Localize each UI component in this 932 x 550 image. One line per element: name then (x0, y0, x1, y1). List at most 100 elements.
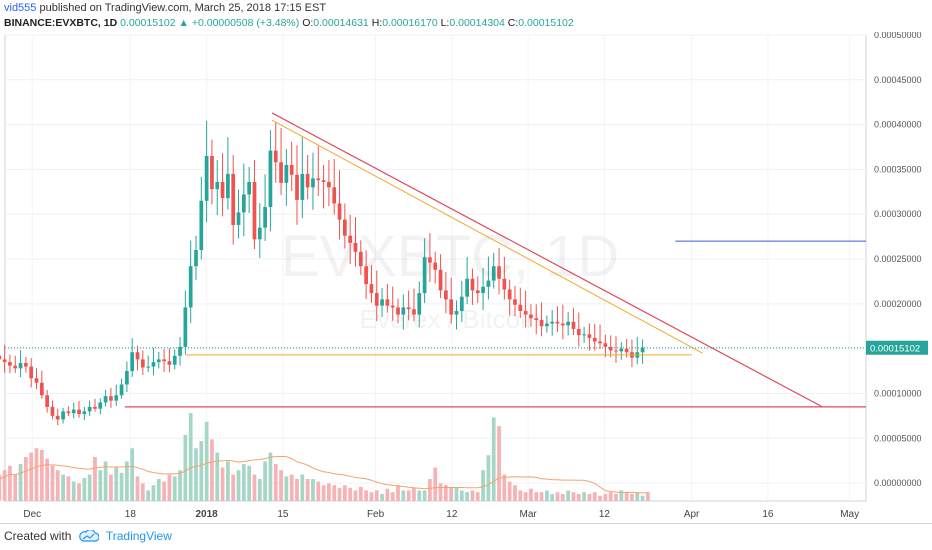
volume-bar (454, 487, 459, 501)
volume-bar (550, 493, 555, 501)
candle-body (529, 314, 533, 319)
volume-bar (327, 483, 331, 501)
volume-bar (263, 461, 267, 501)
candle-body (87, 406, 92, 412)
tradingview-brand-link[interactable]: TradingView (105, 529, 172, 543)
volume-bar (167, 474, 172, 501)
candle-body (545, 323, 549, 327)
candle-body (358, 251, 363, 267)
candle-body (109, 396, 113, 401)
candle-body (401, 307, 406, 315)
volume-bar (13, 474, 18, 501)
volume-bar (140, 483, 145, 501)
last-price-label: 0.00015102 (870, 344, 920, 355)
candle-body (390, 305, 395, 308)
candle-body (135, 352, 140, 360)
candle-body (146, 366, 151, 368)
volume-bar (396, 485, 400, 501)
volume-bar (29, 452, 34, 501)
candle-body (178, 346, 182, 356)
candle-body (29, 366, 34, 379)
low-value: 0.00014304 (449, 17, 505, 29)
volume-bar (273, 464, 278, 501)
candle-body (24, 362, 28, 367)
candle-body (0, 355, 2, 360)
candle-body (465, 278, 469, 297)
candle-body (560, 323, 565, 326)
volume-bar (390, 492, 395, 501)
volume-bar (231, 474, 236, 501)
volume-bar (545, 490, 549, 501)
volume-bar (428, 479, 432, 501)
volume-bar (640, 495, 645, 501)
volume-bar (401, 490, 406, 501)
candle-body (273, 150, 278, 163)
candle-body (428, 257, 432, 263)
candle-body (321, 180, 326, 182)
volume-bar (316, 481, 321, 501)
candle-body (300, 173, 305, 200)
close-label: C: (507, 17, 519, 29)
candle-body (226, 173, 230, 199)
candle-body (614, 350, 618, 352)
volume-bar (587, 493, 592, 501)
candle-body (491, 266, 496, 281)
volume-bar (284, 476, 289, 501)
volume-bar (172, 476, 177, 501)
symbol-label: BINANCE:EVXBTC, 1D (4, 17, 118, 29)
candle-body (603, 343, 608, 347)
volume-bar (18, 464, 23, 501)
candle-body (513, 299, 517, 305)
candle-body (507, 289, 512, 300)
footer-divider (0, 523, 932, 524)
volume-bar (226, 461, 230, 501)
candle-body (566, 321, 571, 326)
change-value: +0.00000508 (+3.48%) (191, 17, 300, 29)
volume-bar (555, 492, 560, 501)
candle-body (77, 409, 81, 415)
volume-bar (114, 467, 119, 501)
price-chart[interactable]: 0.00050000 0.00045000 0.00040000 0.00035000… (0, 32, 932, 524)
volume-bar (364, 490, 368, 501)
volume-bar (2, 470, 7, 501)
candle-body (502, 278, 507, 290)
author-link[interactable]: vid555 (4, 2, 37, 14)
volume-bar (465, 492, 469, 501)
volume-bar (422, 490, 427, 501)
candle-body (316, 178, 321, 181)
volume-bar (497, 426, 501, 501)
candle-body (396, 307, 400, 315)
volume-bar (125, 461, 129, 501)
candle-body (576, 328, 581, 336)
candle-body (454, 311, 459, 315)
volume-bar (71, 481, 76, 501)
price-tick-label: 0.00020000 (874, 299, 922, 309)
candle-body (284, 164, 289, 183)
volume-bar (151, 485, 156, 501)
volume-bar (279, 470, 283, 501)
time-tick-label: Feb (367, 509, 385, 520)
candle-body (55, 415, 60, 420)
volume-bar (438, 483, 443, 501)
candle-body (66, 411, 71, 414)
time-tick-label: 15 (277, 509, 289, 520)
volume-bar (247, 465, 252, 501)
candle-body (305, 173, 310, 188)
low-label: L: (440, 17, 450, 29)
volume-bar (135, 476, 140, 501)
volume-bar (603, 493, 608, 501)
time-tick-label: 16 (762, 509, 774, 520)
publish-text: published on TradingView.com, March 25, … (36, 2, 327, 14)
candle-body (194, 250, 198, 267)
volume-bar (619, 490, 624, 501)
volume-bar (502, 474, 507, 501)
candle-body (204, 155, 209, 201)
candle-body (444, 290, 448, 300)
volume-bar (199, 441, 204, 501)
volume-bar (194, 448, 198, 501)
volume-bar (34, 448, 39, 501)
candle-body (311, 178, 315, 188)
candle-body (236, 212, 241, 225)
volume-bar (39, 449, 44, 501)
candle-body (619, 348, 624, 352)
